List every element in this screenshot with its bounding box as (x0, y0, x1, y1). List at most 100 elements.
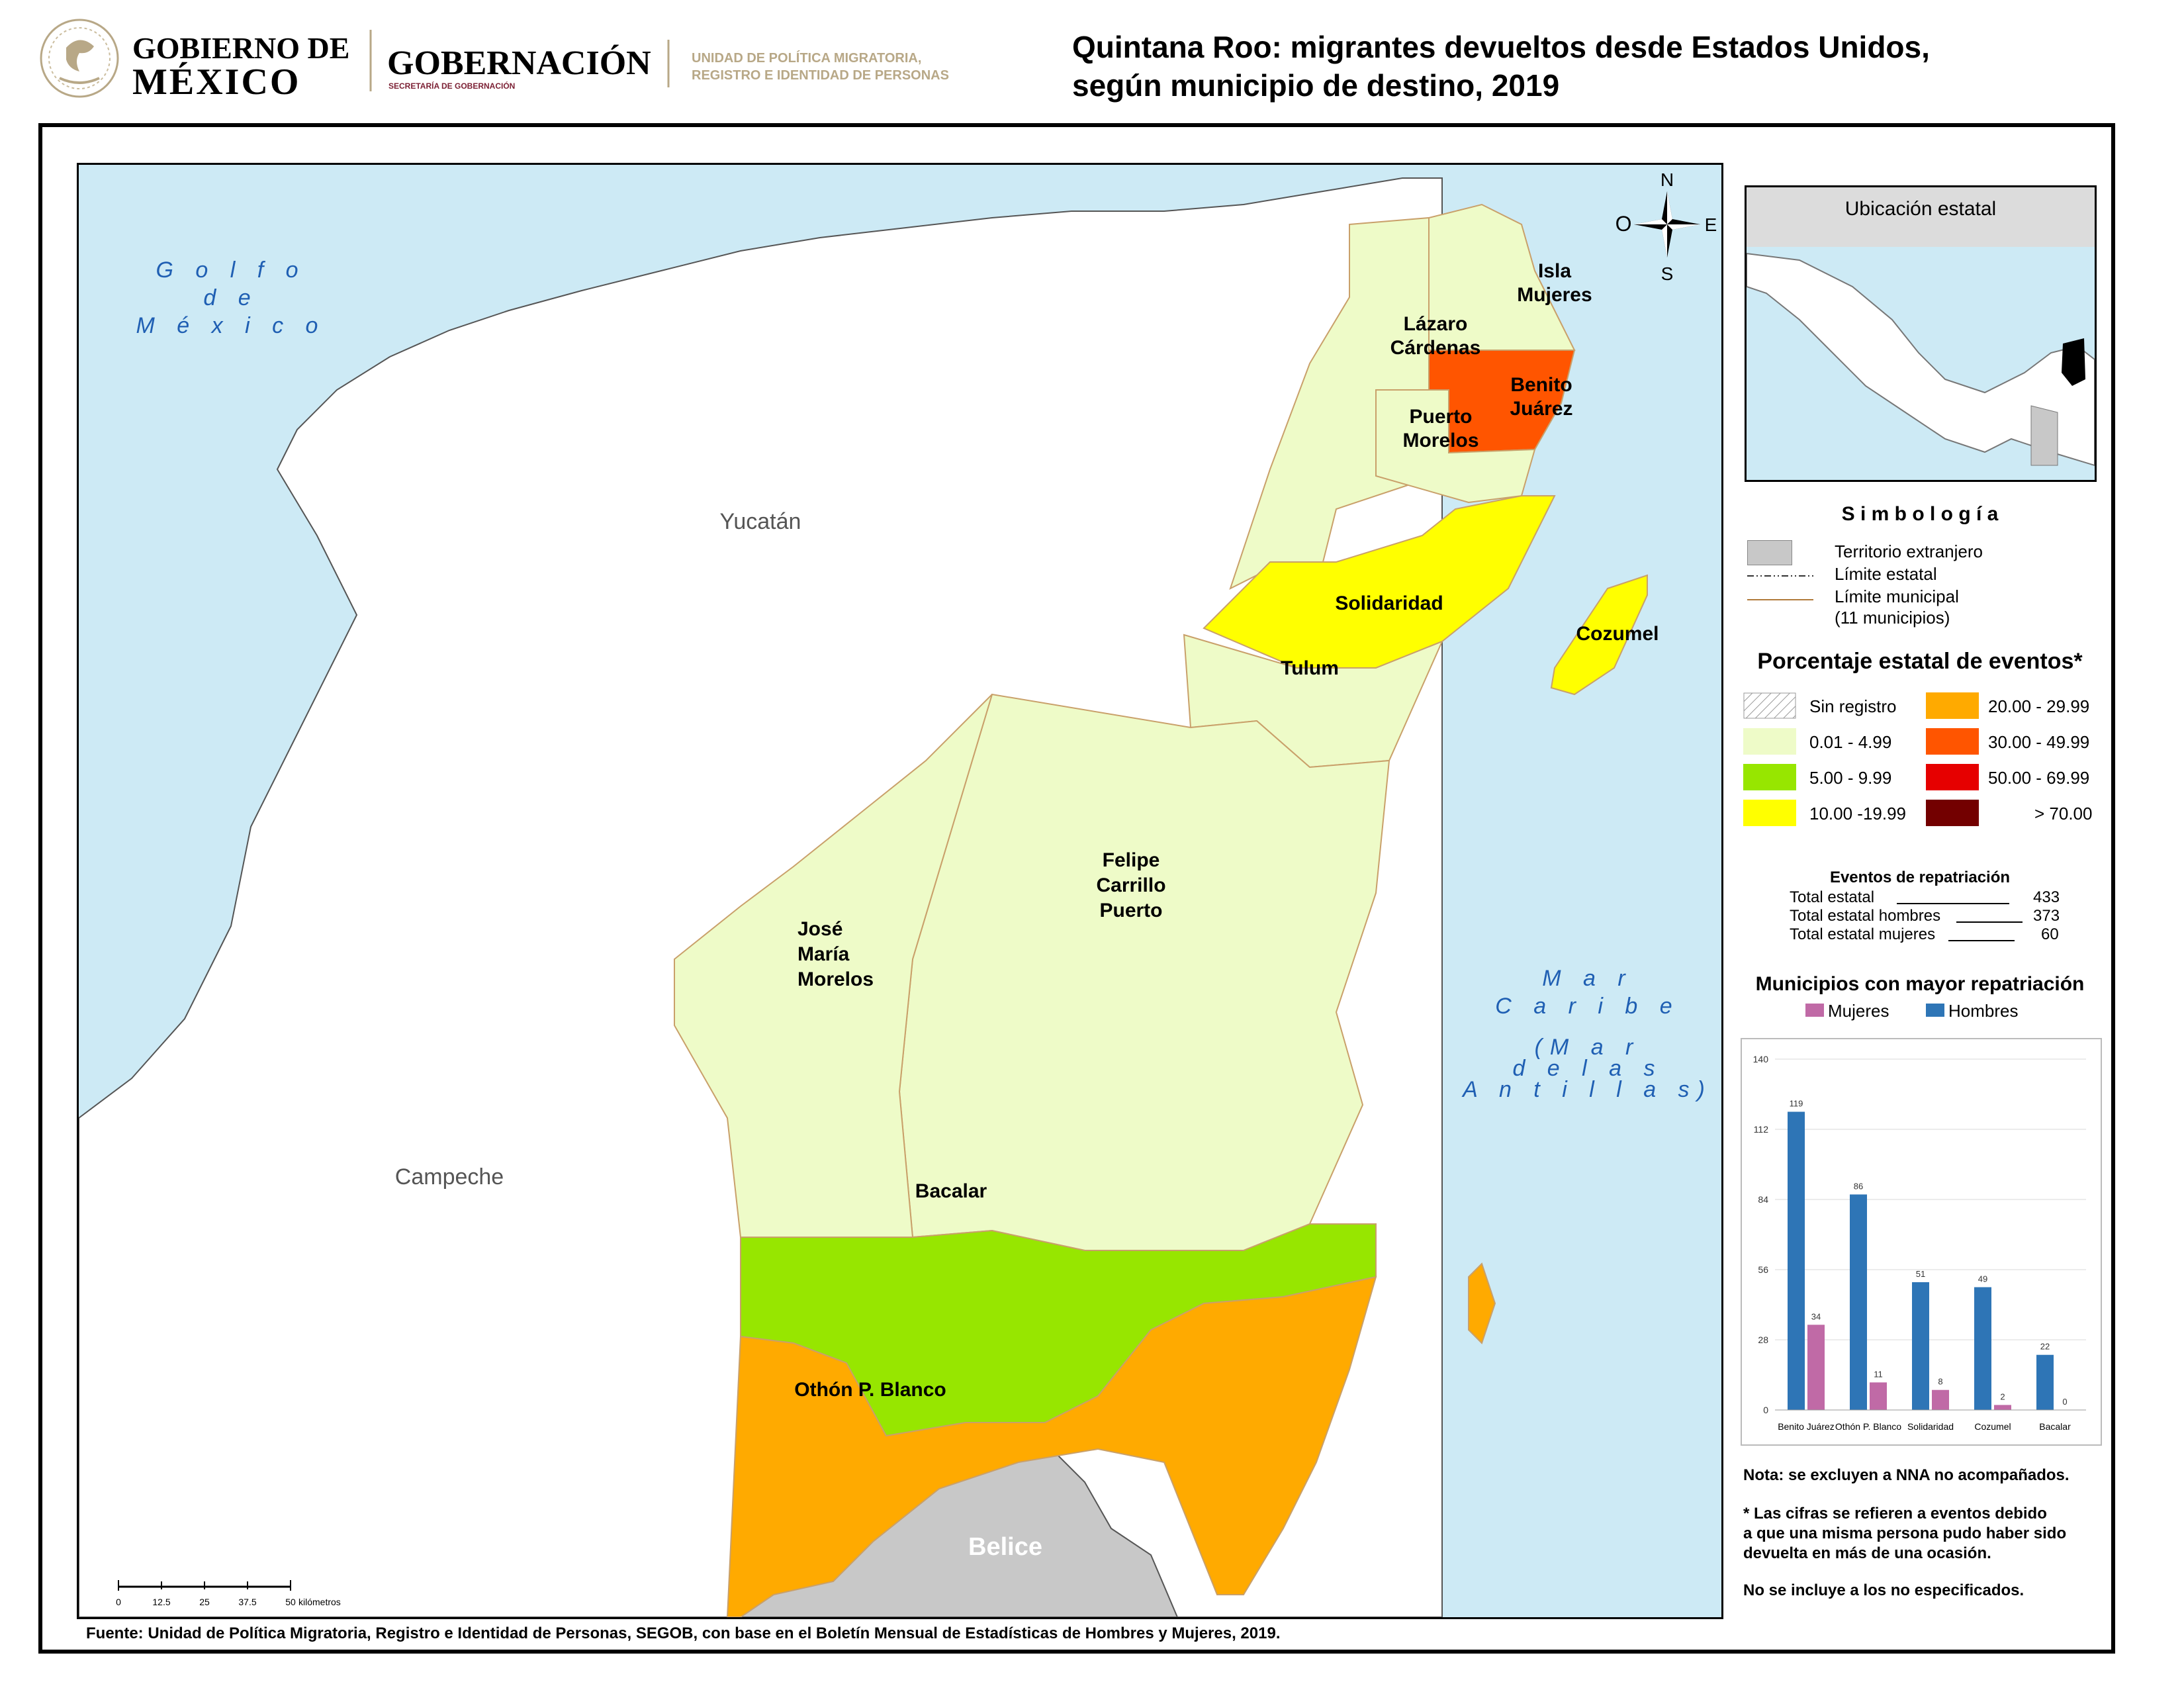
data-label-hombres: 22 (2040, 1342, 2050, 1352)
line-state-limit (1747, 575, 1813, 577)
compass-icon: N S E O (1615, 169, 1717, 284)
swatch-5-10 (1743, 764, 1796, 790)
title-line1: Quintana Roo: migrantes devueltos desde … (1072, 30, 1930, 64)
label-lazaro-cardenas: Lázaro Cárdenas (1390, 313, 1481, 359)
svg-text:M a r: M a r (1542, 966, 1633, 991)
gob-line1: GOBIERNO DE (132, 31, 349, 65)
bar-hombres (2036, 1354, 2054, 1410)
compass-o: O (1615, 212, 1632, 236)
note-nna: Nota: se excluyen a NNA no acompañados. (1743, 1466, 2070, 1484)
events-total-value: 433 (2033, 888, 2060, 906)
swatch-10-20 (1743, 800, 1796, 826)
page-title: Quintana Roo: migrantes devueltos desde … (1072, 28, 2131, 105)
svg-text:0: 0 (116, 1597, 121, 1607)
note-events-line3: devuelta en más de una ocasión. (1743, 1544, 1991, 1562)
svg-text:G o l f o: G o l f o (156, 258, 306, 283)
pct-label-10-20: 10.00 -19.99 (1809, 804, 1907, 823)
data-label-hombres: 49 (1978, 1274, 1987, 1284)
mexico-seal-icon (40, 19, 119, 98)
swatch-0-5 (1743, 728, 1796, 755)
state-label-campeche: Campeche (395, 1164, 504, 1190)
government-logos: GOBIERNO DE MÉXICO GOBERNACIÓN SECRETARÍ… (40, 19, 949, 103)
legend-label-hombres: Hombres (1948, 1001, 2019, 1021)
swatch-sin-registro (1743, 692, 1796, 719)
mexico-inset-map (1747, 252, 2095, 467)
unit-line1: UNIDAD DE POLÍTICA MIGRATORIA, (692, 50, 921, 66)
muni-jose-maria-morelos[interactable] (674, 694, 993, 1238)
swatch-20-30 (1926, 692, 1979, 719)
bar-mujeres (1994, 1405, 2011, 1410)
label-benito-juarez: Benito Juárez (1510, 374, 1572, 420)
legend-label-mujeres: Mujeres (1828, 1001, 1889, 1021)
events-men-label: Total estatal hombres (1790, 907, 1941, 925)
events-total-label: Total estatal (1790, 888, 1875, 906)
muni-othon-p-blanco[interactable] (726, 1276, 1377, 1617)
location-title: Ubicación estatal (1844, 198, 1997, 220)
svg-text:Lázaro: Lázaro (1404, 313, 1468, 335)
label-puerto-morelos: Puerto Morelos (1402, 406, 1479, 451)
svg-text:Cárdenas: Cárdenas (1390, 337, 1481, 359)
x-category-label: Cozumel (1974, 1421, 2011, 1432)
bar-mujeres (1932, 1389, 1949, 1410)
x-category-label: Benito Juárez (1778, 1421, 1835, 1432)
note-events-line1: * Las cifras se refieren a eventos debid… (1743, 1505, 2047, 1523)
muni-puerto-morelos[interactable] (1375, 389, 1536, 504)
dependency-name: GOBERNACIÓN (387, 44, 651, 82)
events-line-3 (1948, 940, 2015, 941)
y-tick-label: 84 (1758, 1194, 1768, 1205)
source-footer: Fuente: Unidad de Política Migratoria, R… (86, 1624, 1281, 1642)
legend-swatch-mujeres (1805, 1004, 1824, 1017)
svg-text:María: María (797, 943, 850, 965)
legend-swatch-hombres (1926, 1004, 1944, 1017)
label-felipe-carrillo-puerto: Felipe Carrillo Puerto (1096, 849, 1165, 921)
note-unspecified: No se incluye a los no especificados. (1743, 1581, 2025, 1599)
data-label-mujeres: 8 (1938, 1377, 1942, 1387)
compass-e: E (1705, 214, 1717, 235)
svg-text:d e l a s: d e l a s (1512, 1056, 1662, 1081)
sea-label-golfo: G o l f o d e M é x i c o (136, 258, 326, 338)
bar-hombres (1912, 1282, 1929, 1410)
muni-cozumel[interactable] (1550, 574, 1648, 696)
svg-text:Benito: Benito (1510, 374, 1572, 396)
chart-title: Municipios con mayor repatriación (1755, 973, 2085, 995)
bar-mujeres (1870, 1382, 1887, 1410)
y-tick-label: 140 (1753, 1054, 1769, 1064)
y-tick-label: 112 (1754, 1124, 1769, 1135)
svg-text:Puerto: Puerto (1409, 406, 1472, 428)
map-area[interactable]: G o l f o d e M é x i c o M a r C a r i … (77, 163, 1723, 1619)
pct-label-5-10: 5.00 - 9.99 (1809, 768, 1892, 788)
compass-n: N (1661, 169, 1674, 190)
pct-label-20-30: 20.00 - 29.99 (1988, 696, 2090, 716)
x-category-label: Othón P. Blanco (1835, 1421, 1901, 1432)
label-tulum: Tulum (1281, 657, 1339, 679)
svg-text:José: José (797, 918, 842, 940)
muni-felipe-carrillo-puerto[interactable] (898, 693, 1390, 1251)
title-line2: según municipio de destino, 2019 (1072, 68, 1560, 103)
pct-label-0-5: 0.01 - 4.99 (1809, 732, 1892, 752)
svg-text:Morelos: Morelos (1402, 430, 1479, 451)
svg-text:Morelos: Morelos (797, 968, 874, 990)
bar-mujeres (1807, 1325, 1825, 1410)
bar-hombres (1974, 1287, 1991, 1410)
symbology-title: S i m b o l o g í a (1841, 503, 1999, 525)
svg-text:Isla: Isla (1538, 260, 1571, 282)
bar-hombres (1850, 1194, 1867, 1410)
symbology-municipal-count: (11 municipios) (1835, 608, 1950, 628)
data-label-mujeres: 0 (2062, 1397, 2067, 1407)
svg-text:Carrillo: Carrillo (1096, 874, 1165, 896)
line-municipal-limit (1747, 599, 1813, 600)
svg-text:M é x i c o: M é x i c o (136, 313, 326, 338)
gob-line2: MÉXICO (132, 62, 300, 103)
data-label-mujeres: 11 (1874, 1369, 1883, 1379)
events-title: Eventos de repatriación (1829, 868, 2011, 886)
swatch-70 (1926, 800, 1979, 826)
events-line-2 (1956, 921, 2023, 923)
pct-label-50-70: 50.00 - 69.99 (1988, 768, 2090, 788)
data-label-hombres: 119 (1790, 1099, 1803, 1109)
label-cozumel: Cozumel (1576, 623, 1659, 645)
data-label-hombres: 51 (1916, 1269, 1925, 1279)
swatch-foreign (1747, 540, 1792, 565)
svg-text:A n t i l l a s): A n t i l l a s) (1461, 1077, 1713, 1102)
swatch-50-70 (1926, 764, 1979, 790)
